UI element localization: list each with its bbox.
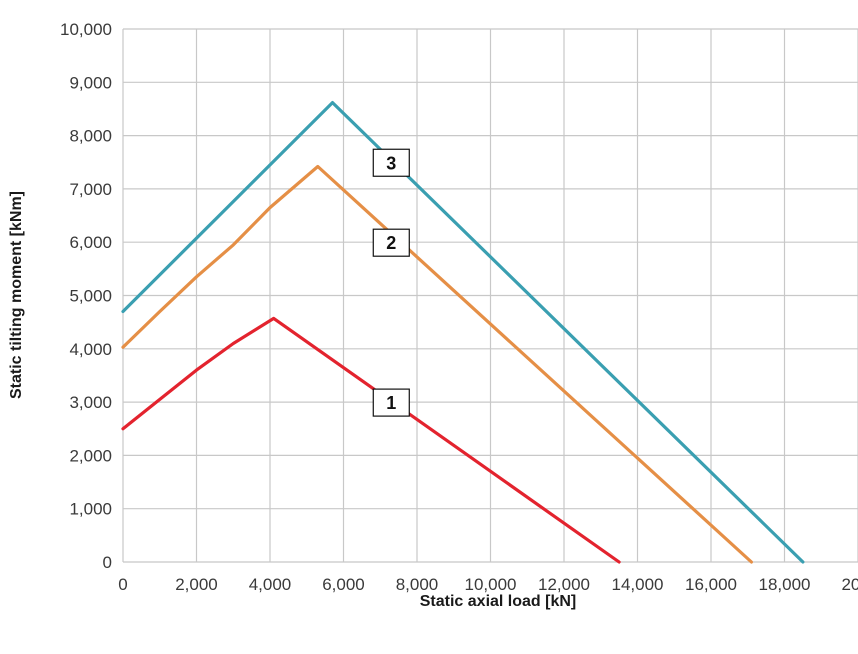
y-tick-label: 8,000 [69,127,112,146]
series-label-text: 2 [386,233,396,253]
y-axis-title: Static tilting moment [kNm] [8,191,25,399]
series-label-1: 1 [372,388,410,417]
x-tick-label: 0 [118,575,127,594]
x-tick-label: 14,000 [612,575,664,594]
y-tick-label: 3,000 [69,393,112,412]
x-tick-label: 10,000 [465,575,517,594]
x-axis-title: Static axial load [kN] [420,593,577,610]
series-line-1 [121,316,621,564]
y-axis-ticks: 0 1,000 2,000 3,000 4,000 5,000 6,000 7,000 8,00… [60,20,112,572]
series [121,100,805,564]
x-tick-label: 8,000 [396,575,439,594]
series-label-box [372,388,410,417]
series-label-box [372,228,410,257]
series-label-text: 1 [386,393,396,413]
series-labels: 1 2 3 [372,148,410,417]
y-tick-label: 6,000 [69,233,112,252]
y-tick-label: 1,000 [69,500,112,519]
y-tick-label: 7,000 [69,180,112,199]
x-tick-label: 4,000 [249,575,292,594]
y-tick-label: 5,000 [69,287,112,306]
x-tick-label: 20,0 [841,575,858,594]
x-tick-label: 12,000 [538,575,590,594]
x-tick-label: 6,000 [322,575,365,594]
y-tick-label: 4,000 [69,340,112,359]
y-tick-label: 9,000 [69,73,112,92]
y-tick-label: 10,000 [60,20,112,39]
x-tick-label: 16,000 [685,575,737,594]
x-tick-label: 18,000 [759,575,811,594]
x-tick-label: 2,000 [175,575,218,594]
series-label-box [372,148,410,177]
grid [122,28,858,563]
series-label-3: 3 [372,148,410,177]
series-label-2: 2 [372,228,410,257]
series-label-text: 3 [386,153,396,173]
y-tick-label: 2,000 [69,446,112,465]
series-line-3 [121,100,805,564]
x-axis-ticks: 0 2,000 4,000 6,000 8,000 10,000 12,000 14,000 1… [118,575,858,594]
series-line-2 [121,164,754,564]
y-tick-label: 0 [103,553,112,572]
